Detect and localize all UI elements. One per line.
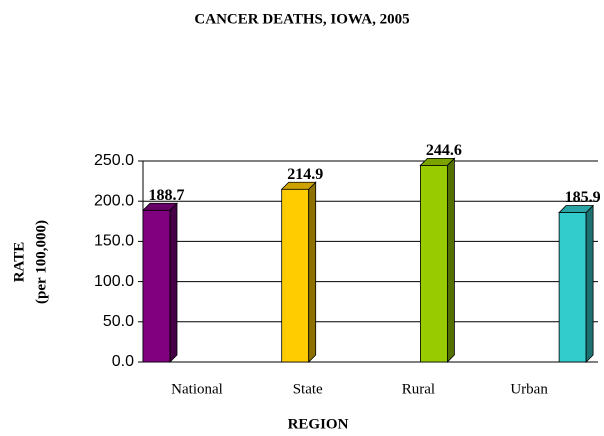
bar-top: [280, 181, 317, 190]
y-tick-label: 50.0: [103, 313, 134, 330]
bar: [419, 164, 448, 363]
bar: [558, 212, 587, 363]
bar: [142, 209, 171, 363]
bar-side: [169, 202, 178, 363]
x-tick-label: Urban: [510, 381, 548, 397]
data-label: 188.7: [149, 187, 185, 204]
data-label: 185.9: [565, 189, 601, 206]
bar-side: [446, 157, 455, 363]
bar-side: [308, 181, 317, 363]
y-axis-title: RATE (per 100,000): [11, 220, 49, 304]
y-tick-label: 0.0: [112, 353, 134, 370]
bar-top: [419, 157, 456, 166]
y-tick-label: 100.0: [94, 273, 134, 290]
y-axis-title-line: RATE: [11, 242, 27, 283]
chart-title: CANCER DEATHS, IOWA, 2005: [194, 11, 409, 27]
y-axis-title-line: (per 100,000): [33, 220, 49, 304]
x-tick-label: National: [171, 381, 223, 397]
y-tick-label: 150.0: [94, 233, 134, 250]
y-tick-label: 200.0: [94, 192, 134, 209]
bar-top: [558, 205, 595, 213]
bar-top: [142, 202, 178, 211]
x-tick-label: State: [293, 381, 323, 397]
bar-side: [585, 204, 594, 363]
data-label: 214.9: [287, 166, 323, 183]
x-tick-label: Rural: [402, 381, 435, 397]
y-tick-label: 250.0: [94, 152, 134, 169]
bar: [281, 188, 310, 363]
x-axis-title: REGION: [288, 416, 349, 432]
data-label: 244.6: [426, 142, 462, 159]
